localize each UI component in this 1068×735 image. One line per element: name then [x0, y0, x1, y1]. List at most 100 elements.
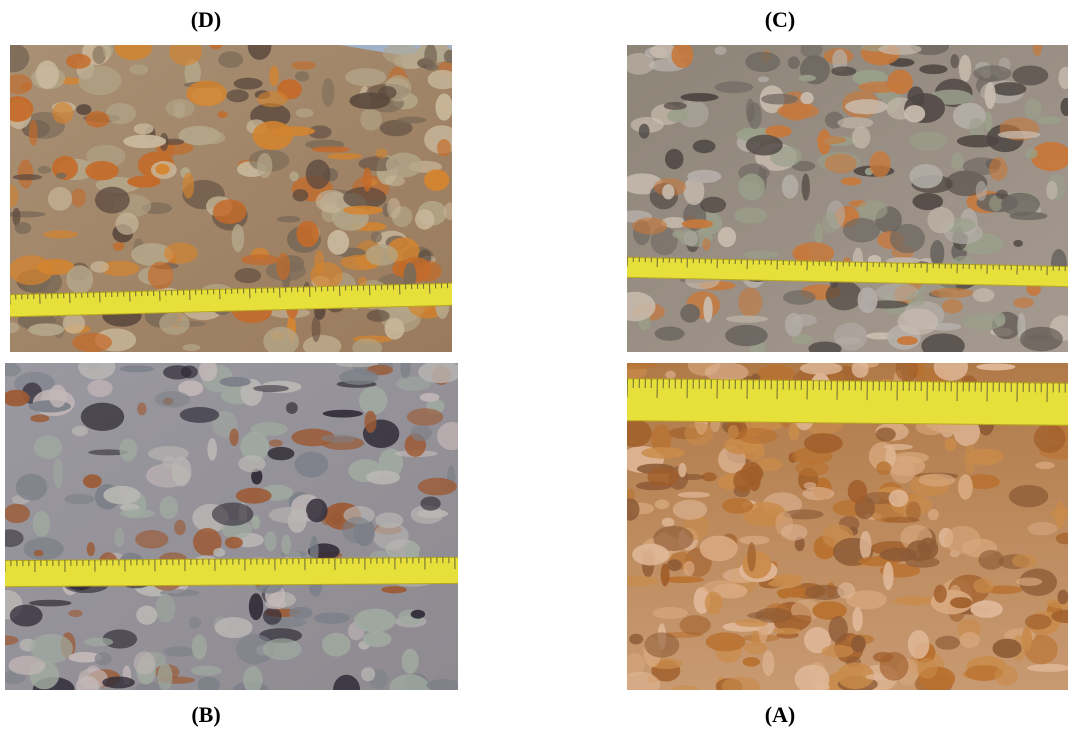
texture: [804, 433, 843, 453]
texture: [808, 342, 841, 356]
texture: [852, 126, 870, 148]
texture: [197, 677, 219, 694]
texture: [243, 666, 262, 693]
texture: [418, 478, 457, 496]
texture: [960, 632, 980, 648]
texture: [738, 288, 762, 317]
texture: [314, 612, 350, 623]
texture: [930, 240, 944, 266]
texture: [86, 111, 110, 127]
texture: [791, 314, 817, 326]
texture: [848, 480, 867, 503]
texture: [424, 44, 437, 71]
texture: [23, 538, 63, 561]
tape-measure: [0, 557, 468, 586]
texture: [444, 202, 457, 219]
texture: [426, 679, 460, 691]
texture: [83, 474, 102, 488]
texture: [251, 515, 260, 529]
texture: [976, 181, 987, 201]
texture: [213, 548, 225, 557]
texture: [220, 377, 251, 387]
texture: [665, 371, 676, 379]
texture: [78, 355, 115, 380]
texture: [4, 74, 32, 94]
texture: [746, 135, 783, 156]
texture: [389, 674, 430, 703]
texture: [777, 103, 819, 119]
texture: [738, 174, 764, 201]
texture: [354, 609, 396, 633]
texture: [134, 123, 154, 134]
texture: [306, 498, 327, 522]
texture: [909, 164, 943, 188]
texture: [115, 213, 138, 235]
texture: [783, 290, 816, 305]
texture: [950, 597, 972, 608]
texture: [418, 361, 462, 383]
texture: [119, 438, 137, 461]
texture: [164, 243, 198, 264]
texture: [387, 198, 401, 218]
texture: [225, 537, 243, 549]
texture: [248, 32, 272, 60]
texture: [745, 465, 763, 482]
texture: [852, 360, 869, 378]
texture: [137, 403, 146, 416]
texture: [802, 487, 834, 500]
texture: [836, 337, 862, 344]
texture: [989, 157, 1007, 180]
photo-d: [0, 32, 462, 358]
texture: [327, 153, 362, 160]
texture: [16, 474, 47, 501]
texture: [71, 188, 86, 207]
texture: [816, 136, 847, 144]
texture: [49, 385, 67, 408]
texture: [962, 314, 1004, 330]
texture: [898, 308, 939, 335]
texture: [95, 187, 130, 214]
texture: [134, 651, 156, 674]
texture: [76, 104, 91, 115]
texture: [241, 254, 279, 265]
texture: [263, 327, 299, 356]
texture: [876, 461, 891, 474]
texture: [268, 447, 295, 460]
texture: [992, 639, 1021, 658]
texture: [303, 335, 341, 357]
texture: [361, 667, 375, 681]
texture: [415, 209, 434, 229]
texture: [618, 419, 652, 447]
texture: [858, 287, 878, 313]
texture: [437, 139, 451, 157]
texture: [43, 230, 78, 238]
texture: [253, 385, 289, 392]
texture: [66, 54, 91, 69]
texture: [2, 96, 33, 122]
texture: [444, 50, 456, 63]
texture: [860, 531, 872, 559]
texture: [375, 148, 387, 158]
texture: [312, 315, 321, 342]
texture: [973, 288, 995, 302]
texture: [919, 64, 947, 74]
texture: [958, 474, 973, 499]
texture: [826, 281, 863, 311]
texture: [880, 548, 917, 562]
texture: [90, 261, 108, 273]
texture: [665, 149, 684, 170]
panel-label: (D): [191, 7, 222, 32]
texture: [1037, 116, 1061, 124]
texture: [291, 61, 315, 69]
texture: [684, 231, 698, 247]
texture: [1033, 36, 1042, 56]
texture: [29, 600, 72, 607]
texture: [632, 544, 669, 566]
texture: [289, 607, 313, 619]
texture: [123, 135, 166, 149]
texture: [76, 676, 100, 697]
texture: [815, 223, 823, 244]
texture: [342, 517, 372, 544]
texture: [269, 440, 283, 447]
texture: [366, 244, 398, 265]
